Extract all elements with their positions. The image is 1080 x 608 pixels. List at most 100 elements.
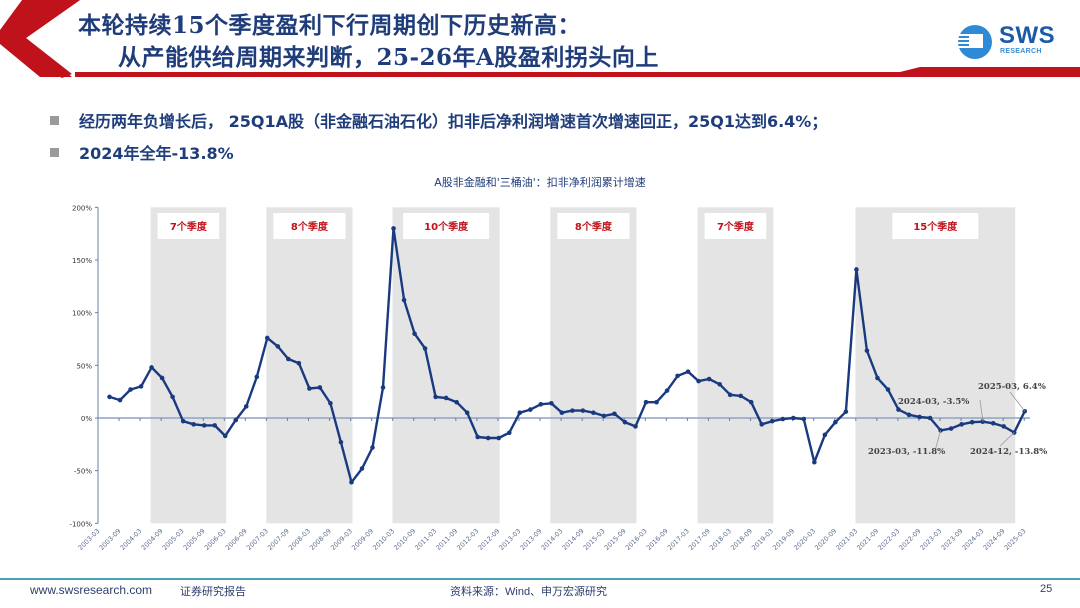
x-tick-label: 2015-03: [582, 527, 607, 552]
y-tick-label: 150%: [72, 257, 92, 265]
footer-website[interactable]: www.swsresearch.com: [30, 583, 153, 597]
data-point: [349, 479, 354, 485]
data-point: [685, 369, 691, 374]
data-point: [296, 360, 302, 366]
title-line-1: 本轮持续15个季度盈利下行周期创下历史新高：: [78, 12, 582, 39]
x-tick-label: 2017-03: [666, 527, 691, 552]
x-tick-label: 2009-09: [350, 527, 375, 552]
x-tick-label: 2012-03: [455, 527, 480, 552]
x-tick-label: 2011-03: [413, 527, 438, 552]
data-point: [738, 393, 743, 399]
x-tick-label: 2008-03: [287, 527, 312, 552]
x-tick-label: 2024-03: [961, 527, 986, 552]
period-label-box: [557, 213, 630, 239]
data-point: [506, 430, 512, 436]
logo-subtext: RESEARCH: [1000, 48, 1042, 55]
x-tick-label: 2014-03: [540, 527, 565, 552]
data-point: [307, 386, 312, 391]
x-tick-label: 2025-03: [1003, 527, 1028, 552]
data-point: [906, 412, 912, 418]
data-point: [254, 374, 260, 380]
data-point: [338, 439, 344, 445]
data-point: [833, 419, 838, 425]
data-point: [138, 384, 144, 389]
data-point: [201, 423, 207, 428]
x-tick-label: 2019-03: [750, 527, 775, 552]
data-point: [927, 415, 933, 421]
data-point: [780, 416, 786, 422]
shaded-period: [392, 207, 500, 524]
period-label-box: [157, 213, 220, 239]
data-point: [559, 410, 565, 416]
x-tick-label: 2022-09: [897, 527, 922, 552]
data-point: [159, 375, 165, 381]
data-point: [464, 410, 470, 416]
data-point: [696, 378, 701, 384]
y-tick-label: 100%: [72, 310, 92, 318]
period-label-box: [273, 213, 346, 239]
data-point: [496, 435, 502, 441]
data-point: [675, 373, 680, 379]
logo-text: SWS: [999, 22, 1056, 49]
data-point: [791, 415, 796, 421]
data-point: [727, 392, 733, 398]
line-chart: 7个季度 8个季度 10个季度 8个季度 7个季度 15个季度 200% 150% 100% 50…: [69, 204, 1047, 552]
shaded-period: [855, 207, 1016, 524]
data-annotation: 2023-03, -11.8%: [868, 447, 945, 457]
data-point: [748, 399, 754, 405]
data-point: [107, 394, 112, 400]
x-tick-label: 2023-09: [940, 527, 965, 552]
x-tick-label: 2007-03: [245, 527, 270, 552]
x-tick-label: 2010-09: [392, 527, 417, 552]
y-tick-label: -50%: [74, 468, 92, 476]
title-line-2: 从产能供给周期来判断，25-26年A股盈利拐头向上: [118, 44, 659, 71]
x-tick-label: 2017-09: [687, 527, 712, 552]
x-tick-label: 2007-09: [266, 527, 291, 552]
data-point: [538, 402, 544, 407]
data-annotation: 2024-03, -3.5%: [898, 397, 969, 407]
x-tick-label: 2019-09: [771, 527, 796, 552]
data-point: [643, 399, 649, 405]
data-point: [328, 400, 333, 406]
footer-divider: [0, 578, 1080, 580]
period-label: 15个季度: [913, 220, 958, 233]
x-tick-label: 2012-09: [476, 527, 501, 552]
period-label: 7个季度: [170, 220, 208, 233]
data-point: [948, 426, 954, 431]
shaded-period: [697, 207, 774, 524]
data-point: [243, 404, 249, 409]
data-point: [317, 385, 323, 390]
period-label: 10个季度: [424, 220, 469, 233]
x-tick-label: 2003-09: [98, 527, 123, 552]
x-tick-label: 2018-09: [729, 527, 754, 552]
shaded-period: [266, 207, 353, 524]
x-tick-label: 2005-03: [161, 527, 186, 552]
page-title: 本轮持续15个季度盈利下行周期创下历史新高： 从产能供给周期来判断，25-26年…: [78, 10, 659, 74]
data-point: [591, 410, 596, 416]
annotation-leader: [934, 430, 941, 452]
data-point: [1001, 424, 1006, 429]
data-line: [109, 227, 1026, 484]
period-label: 8个季度: [575, 220, 613, 233]
data-point: [969, 419, 975, 425]
period-label-box: [403, 213, 490, 239]
data-point: [717, 381, 722, 387]
data-point: [759, 422, 765, 427]
x-tick-label: 2020-09: [813, 527, 838, 552]
data-point: [454, 399, 459, 405]
bullet-item: 经历两年负增长后， 25Q1A股（非金融石油石化）扣非后净利润增速首次增速回正，…: [50, 104, 827, 136]
x-tick-label: 2024-09: [982, 527, 1007, 552]
x-tick-label: 2020-03: [792, 527, 817, 552]
data-point: [864, 348, 870, 353]
x-tick-label: 2016-09: [645, 527, 670, 552]
data-point: [422, 346, 428, 351]
x-tick-label: 2021-03: [834, 527, 859, 552]
annotation-leader: [999, 432, 1015, 447]
data-point: [601, 413, 607, 419]
data-point: [801, 416, 807, 422]
shaded-period: [150, 207, 227, 524]
x-tick-label: 2009-03: [329, 527, 354, 552]
x-tick-label: 2005-09: [182, 527, 207, 552]
data-point: [391, 226, 396, 231]
data-point: [128, 387, 133, 392]
